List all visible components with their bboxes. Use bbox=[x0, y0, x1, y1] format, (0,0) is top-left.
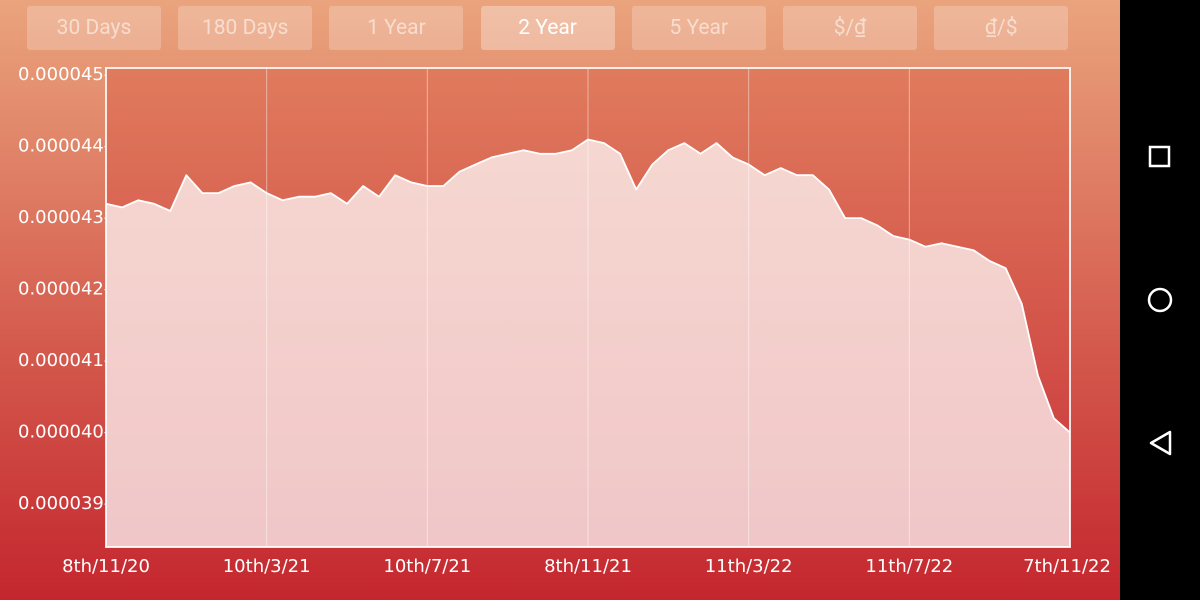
nav-icons bbox=[1147, 145, 1173, 456]
y-tick-label: 0.000045 bbox=[18, 64, 104, 85]
chart: 0.000039 0.000040 0.000041 0.000042 0.000043… bbox=[18, 64, 1111, 577]
y-tick-label: 0.000044 bbox=[18, 136, 104, 157]
y-tick-label: 0.000042 bbox=[18, 279, 104, 300]
x-tick-label: 11th/7/22 bbox=[865, 556, 953, 577]
range-button[interactable]: 2 Year bbox=[480, 6, 615, 50]
app-screen: 30 Days 180 Days 1 Year 2 Year 5 Year $/₫ ₫/$ … bbox=[0, 0, 1120, 600]
area-fill bbox=[106, 139, 1070, 547]
range-button[interactable]: 1 Year bbox=[329, 6, 464, 50]
y-tick-label: 0.000041 bbox=[18, 350, 104, 371]
home-button[interactable] bbox=[1147, 287, 1173, 313]
x-tick-label: 7th/11/22 bbox=[1023, 556, 1111, 577]
navigation-bar bbox=[1120, 0, 1200, 600]
range-button[interactable]: $/₫ bbox=[783, 6, 917, 50]
y-tick-label: 0.000040 bbox=[18, 422, 104, 443]
y-tick-label: 0.000043 bbox=[18, 207, 104, 228]
y-tick-label: 0.000039 bbox=[18, 493, 104, 514]
range-button[interactable]: ₫/$ bbox=[934, 6, 1069, 50]
plot-border bbox=[105, 67, 1071, 548]
recent-apps-button[interactable] bbox=[1148, 145, 1171, 168]
x-tick-label: 10th/7/21 bbox=[383, 556, 471, 577]
range-button[interactable]: 5 Year bbox=[631, 6, 766, 50]
range-button[interactable]: 180 Days bbox=[178, 6, 313, 50]
line bbox=[105, 138, 1071, 434]
back-button[interactable] bbox=[1149, 430, 1172, 456]
range-button[interactable]: 30 Days bbox=[27, 6, 161, 50]
x-tick-label: 11th/3/22 bbox=[705, 556, 793, 577]
x-tick-label: 8th/11/20 bbox=[62, 556, 150, 577]
x-tick-label: 10th/3/21 bbox=[223, 556, 311, 577]
x-tick-label: 8th/11/21 bbox=[544, 556, 632, 577]
